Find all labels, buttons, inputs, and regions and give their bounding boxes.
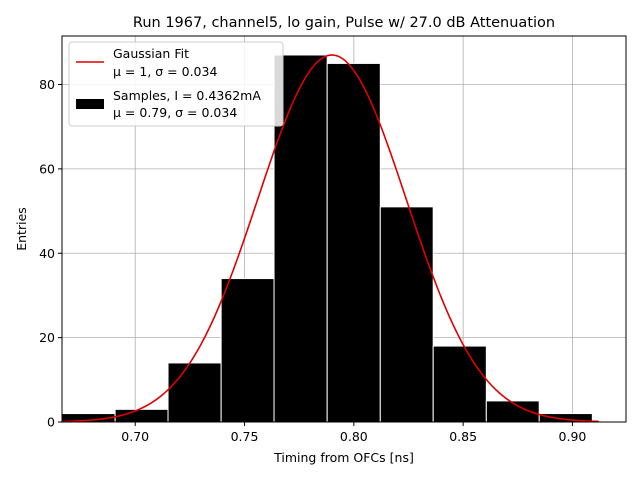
legend-box: [68, 41, 284, 127]
y-tick-label: 40: [39, 246, 55, 261]
gaussian-fit-curve: [61, 54, 599, 423]
x-tick-label: 0.80: [340, 429, 368, 444]
y-tick-label: 60: [39, 161, 55, 176]
legend-patch-swatch: [76, 99, 104, 109]
legend-fit-params: μ = 1, σ = 0.034: [113, 64, 217, 79]
x-tick-label: 0.90: [559, 429, 587, 444]
x-axis-ticks: 0.70 0.75 0.80 0.85 0.90: [121, 422, 586, 444]
x-tick-label: 0.70: [121, 429, 149, 444]
y-tick-label: 80: [39, 77, 55, 92]
legend-samples-params: μ = 0.79, σ = 0.034: [113, 105, 237, 120]
y-tick-label: 20: [39, 330, 55, 345]
y-axis-ticks: 0 20 40 60 80: [39, 77, 62, 430]
histogram-bar: [167, 362, 222, 423]
y-tick-label: 0: [47, 415, 55, 430]
x-axis-label: Timing from OFCs [ns]: [273, 450, 414, 465]
x-tick-label: 0.75: [231, 429, 259, 444]
x-tick-label: 0.85: [449, 429, 477, 444]
legend-fit-label: Gaussian Fit: [113, 46, 189, 61]
histogram-bar: [379, 206, 434, 423]
histogram-bar: [432, 345, 487, 423]
plot-frame: [61, 35, 627, 423]
histogram-bar: [326, 62, 381, 423]
legend-samples-label: Samples, I = 0.4362mA: [113, 88, 261, 103]
legend: Gaussian Fit μ = 1, σ = 0.034 Samples, I…: [68, 41, 284, 127]
histogram-bar: [220, 278, 275, 423]
chart-title: Run 1967, channel5, lo gain, Pulse w/ 27…: [133, 15, 555, 31]
gaussian-fit-layer: [61, 54, 599, 423]
y-axis-label: Entries: [14, 207, 29, 251]
